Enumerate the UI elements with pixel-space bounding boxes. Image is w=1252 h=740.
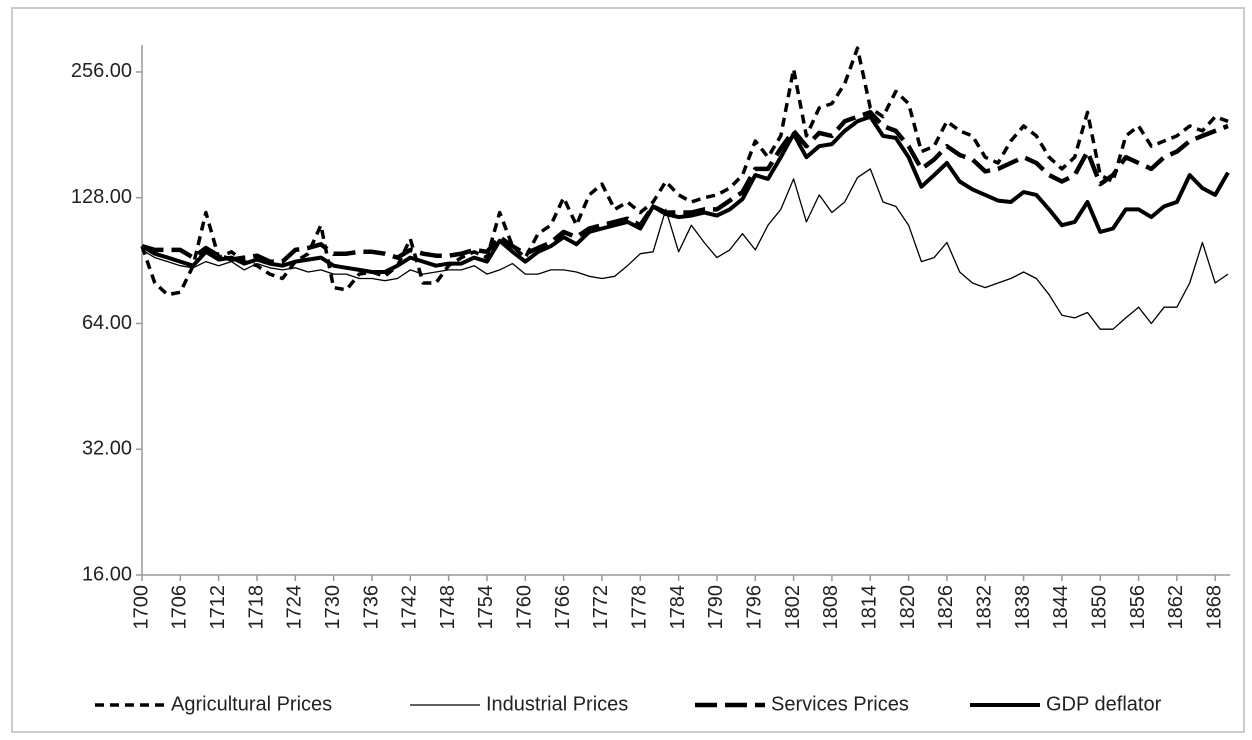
- x-tick-label: 1832: [974, 585, 996, 630]
- x-tick-label: 1868: [1204, 585, 1226, 630]
- x-tick-label: 1736: [360, 585, 382, 630]
- x-tick-label: 1808: [820, 585, 842, 630]
- x-tick-label: 1724: [284, 585, 306, 630]
- x-tick-label: 1778: [629, 585, 651, 630]
- legend-label: GDP deflator: [1046, 693, 1162, 715]
- x-tick-label: 1748: [437, 585, 459, 630]
- series-line: [141, 110, 1229, 264]
- x-tick-label: 1838: [1012, 585, 1034, 630]
- legend-label: Agricultural Prices: [171, 693, 332, 715]
- y-tick-label: 256.00: [71, 60, 132, 82]
- x-tick-label: 1856: [1127, 585, 1149, 630]
- y-tick-label: 32.00: [82, 438, 132, 460]
- x-tick-label: 1850: [1089, 585, 1111, 630]
- x-tick-label: 1766: [552, 585, 574, 630]
- x-tick-label: 1700: [130, 585, 152, 630]
- y-tick-label: 64.00: [82, 312, 132, 334]
- x-tick-label: 1760: [514, 585, 536, 630]
- legend-label: Industrial Prices: [486, 693, 628, 715]
- series-line: [140, 114, 1230, 274]
- series-line: [141, 168, 1229, 330]
- y-tick-label: 128.00: [71, 186, 132, 208]
- x-tick-label: 1712: [207, 585, 229, 630]
- x-tick-label: 1826: [935, 585, 957, 630]
- x-tick-label: 1802: [782, 585, 804, 630]
- chart-frame: [11, 7, 1245, 733]
- x-tick-label: 1730: [322, 585, 344, 630]
- x-tick-label: 1814: [859, 585, 881, 630]
- x-tick-label: 1772: [590, 585, 612, 630]
- series-line: [140, 46, 1229, 297]
- x-tick-label: 1706: [169, 585, 191, 630]
- x-tick-label: 1790: [705, 585, 727, 630]
- x-tick-label: 1862: [1165, 585, 1187, 630]
- x-tick-label: 1718: [245, 585, 267, 630]
- x-tick-label: 1784: [667, 585, 689, 630]
- y-tick-label: 16.00: [82, 563, 132, 585]
- legend-label: Services Prices: [771, 693, 909, 715]
- x-tick-label: 1844: [1050, 585, 1072, 630]
- x-tick-label: 1796: [744, 585, 766, 630]
- x-tick-label: 1754: [475, 585, 497, 630]
- x-tick-label: 1742: [399, 585, 421, 630]
- x-tick-label: 1820: [897, 585, 919, 630]
